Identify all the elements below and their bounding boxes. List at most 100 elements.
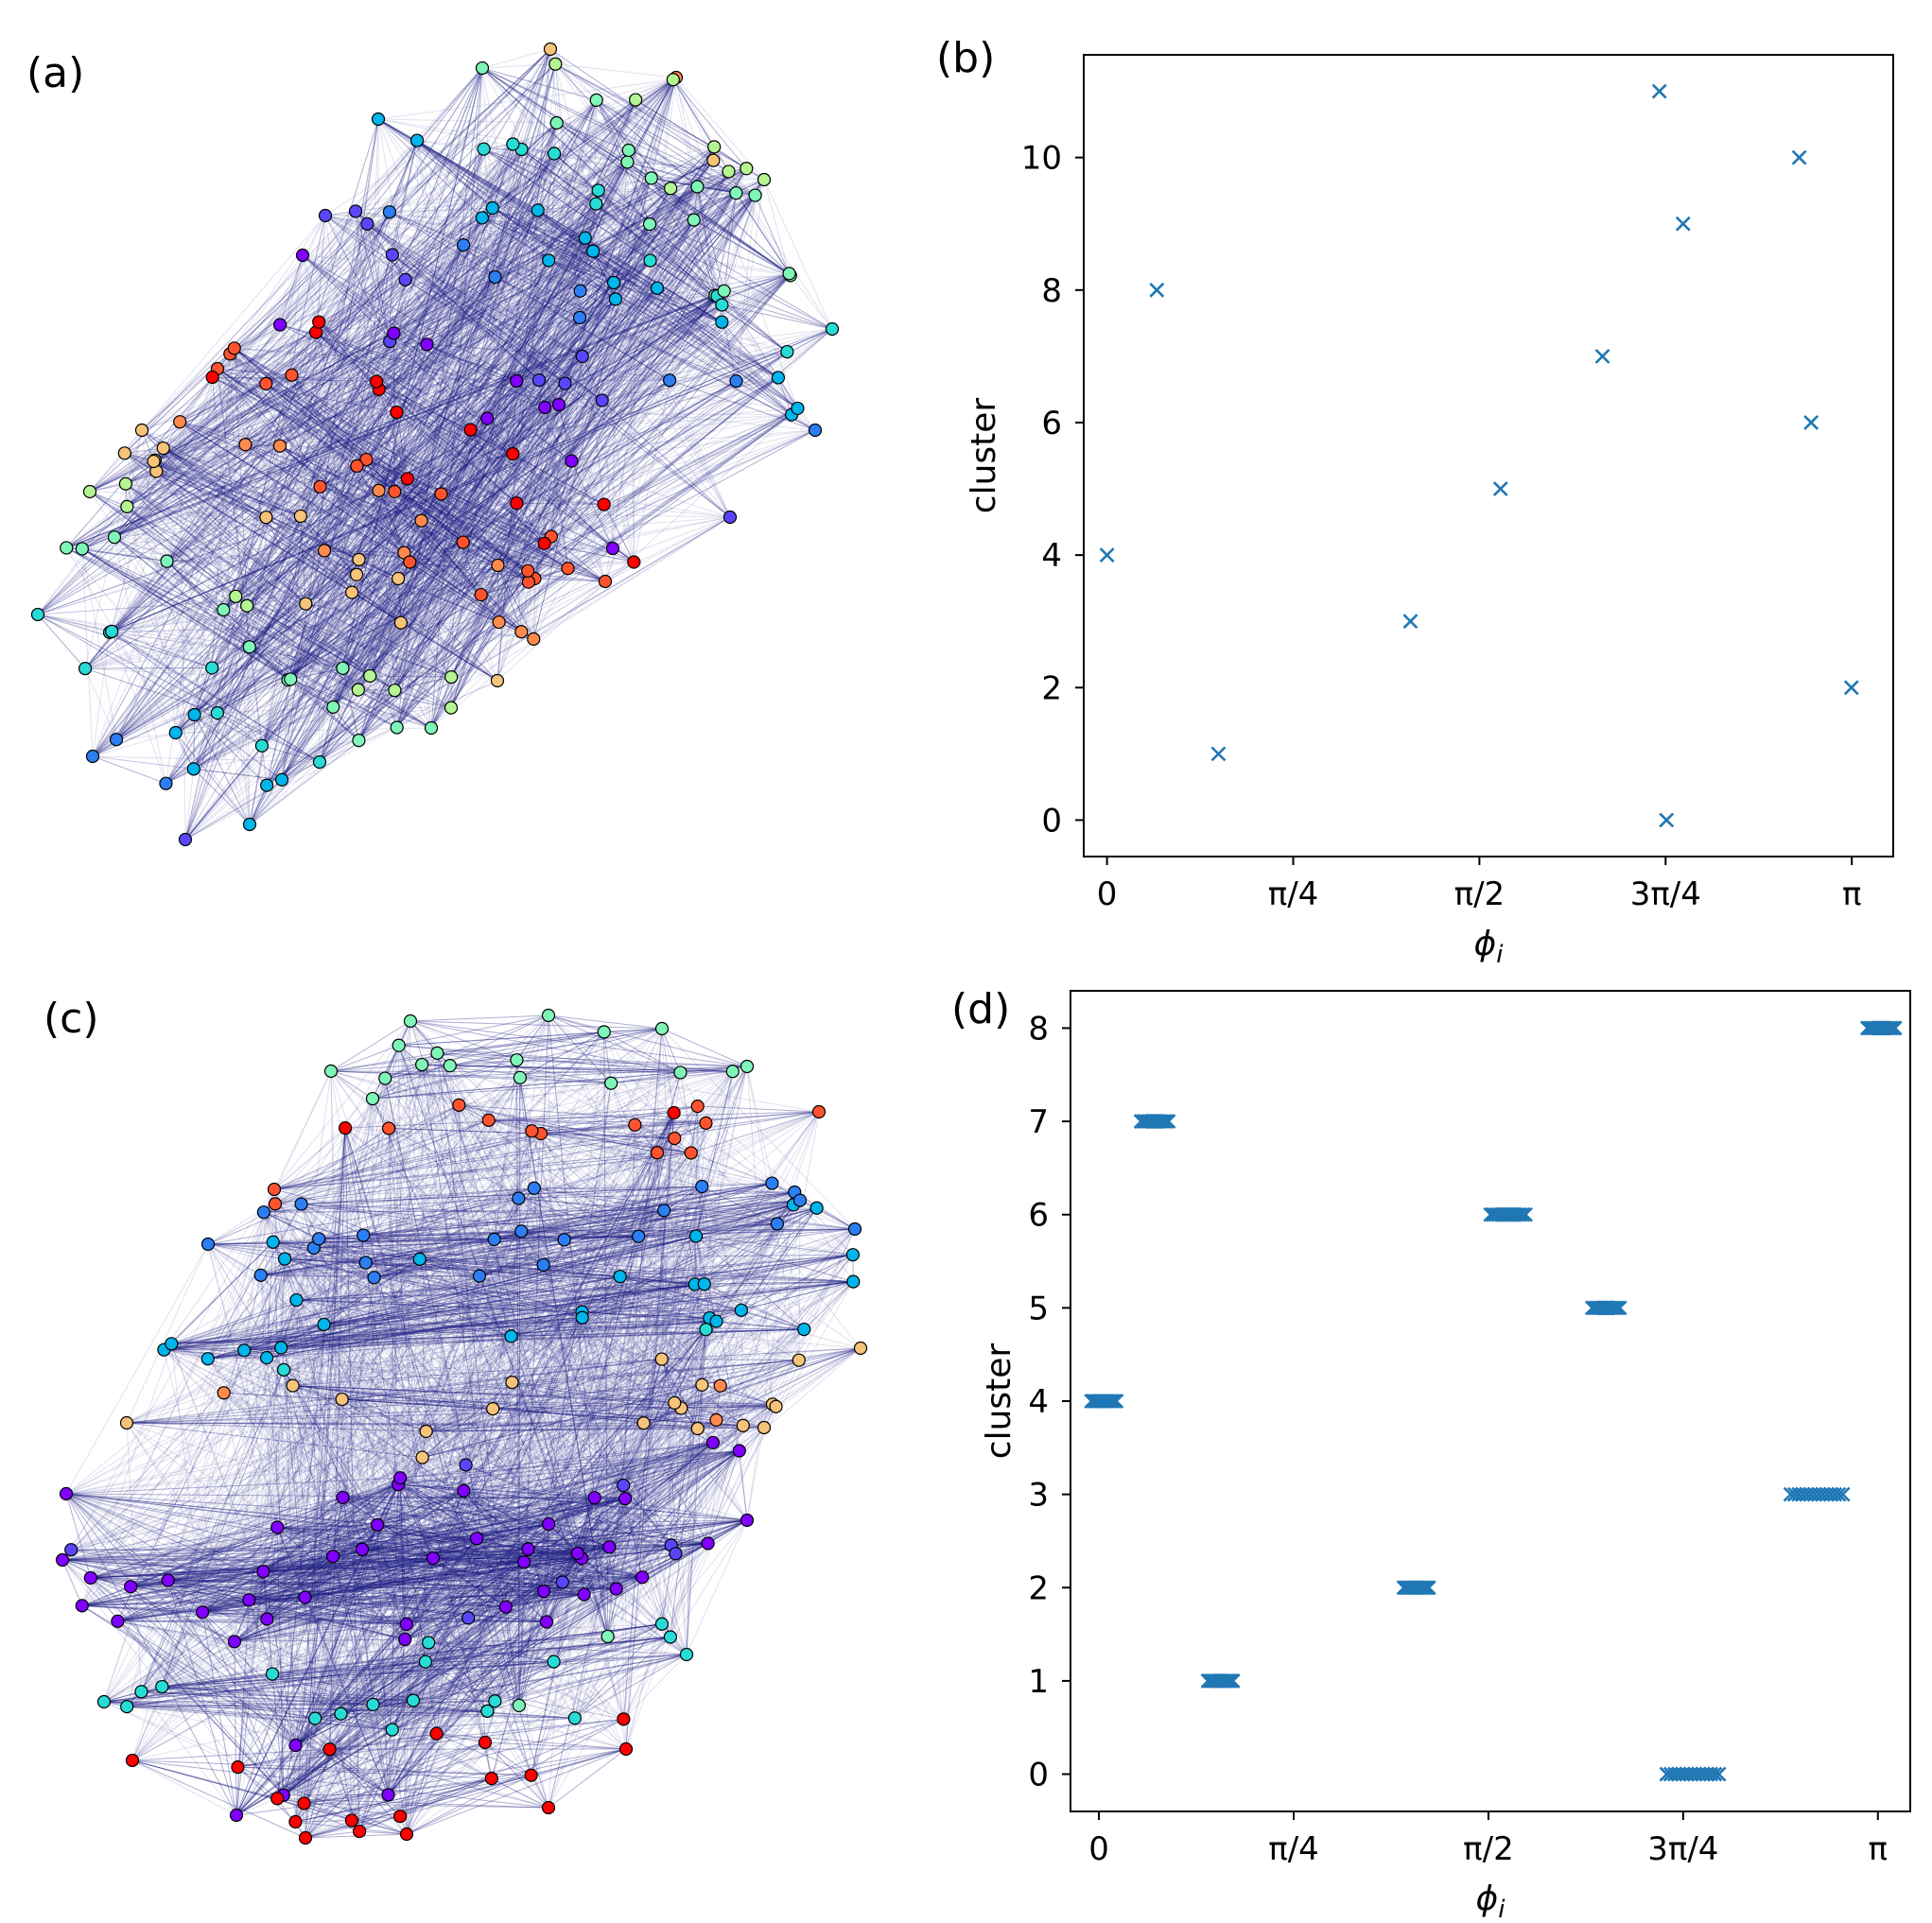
network-node [620,155,635,169]
network-edge [604,168,747,582]
network-edge [304,1065,748,1804]
network-edge [315,122,558,333]
network-edge [131,1403,774,1761]
network-edge [342,351,788,669]
network-edge [366,459,535,580]
network-edge [81,548,291,680]
network-edge [207,1014,549,1360]
network-edge [406,1733,438,1835]
network-edge [661,1519,748,1625]
network-edge [65,1493,341,1715]
network-edge [112,562,635,632]
network-edge [416,140,617,300]
network-edge [515,321,722,382]
network-edge [695,1236,705,1285]
network-edge [81,1427,765,1606]
network-edge [357,465,535,580]
network-edge [669,380,731,518]
network-edge [427,1228,856,1643]
network-edge [193,739,359,770]
network-edge [92,380,737,757]
network-edge [211,167,747,668]
network-edge [319,328,833,763]
network-edge [66,546,481,596]
network-edge [614,274,791,284]
network-edge [556,122,737,382]
network-edge [672,79,737,382]
network-edge [389,341,399,579]
network-edge [234,1641,237,1816]
network-edge [583,1360,800,1595]
network-edge [426,1384,703,1432]
network-edge [441,494,530,583]
network-edge [243,1299,297,1351]
network-edge [153,460,498,566]
network-edge [369,290,725,677]
network-edge [426,1317,710,1432]
network-edge [141,48,551,431]
network-edge [194,714,251,825]
network-edge [497,516,731,566]
network-edge [276,1111,820,1799]
network-edge [595,203,792,415]
network-edge [436,1733,627,1750]
network-edge [212,343,427,378]
network-edge [111,178,653,632]
network-edge [37,614,291,680]
network-node [444,701,459,715]
y-tick-label-b: 0 [1041,802,1062,840]
network-edge [296,1299,710,1319]
network-edge [193,299,617,770]
network-edge [85,667,213,669]
network-edge [283,1594,584,1796]
network-edge [470,282,615,430]
network-edge [392,161,628,256]
network-edge [555,63,677,78]
network-edge [318,209,538,322]
network-edge [470,63,556,430]
network-edge [463,1450,740,1492]
network-edge [175,727,432,734]
network-edge [633,160,714,563]
network-edge [184,99,636,840]
network-edge [669,295,718,381]
network-edge [372,1020,411,1705]
network-edge [217,368,371,677]
network-edge [65,1152,692,1495]
network-edge [320,118,379,487]
network-edge [540,1070,733,1135]
network-edge [486,379,540,420]
network-edge [596,99,630,151]
network-edge [513,144,651,225]
network-node [578,231,592,245]
network-edge [342,578,535,669]
network-edge [89,215,326,493]
network-edge [488,1065,748,1121]
network-edge [155,148,484,472]
network-edge [462,244,496,278]
network-edge [207,1204,302,1245]
network-edge [393,223,651,493]
network-edge [235,1359,663,1816]
network-edge [615,162,628,300]
network-edge [426,343,602,401]
network-node [605,541,620,556]
network-edge [37,614,321,763]
network-edge [495,48,551,278]
network-edge [426,1133,542,1432]
network-edge [358,542,463,561]
network-edge [304,1802,549,1809]
network-edge [543,1450,740,1592]
network-edge [153,460,302,517]
network-edge [323,1324,549,1809]
network-edge [330,1064,423,1072]
network-edge [305,1020,411,1598]
network-edge [319,344,427,763]
network-edge [315,332,397,413]
network-edge [320,486,551,538]
network-edge [799,1200,856,1230]
network-edge [548,237,586,261]
network-edge [625,1419,717,1750]
network-edge [342,1450,740,1499]
network-edge [483,148,694,221]
